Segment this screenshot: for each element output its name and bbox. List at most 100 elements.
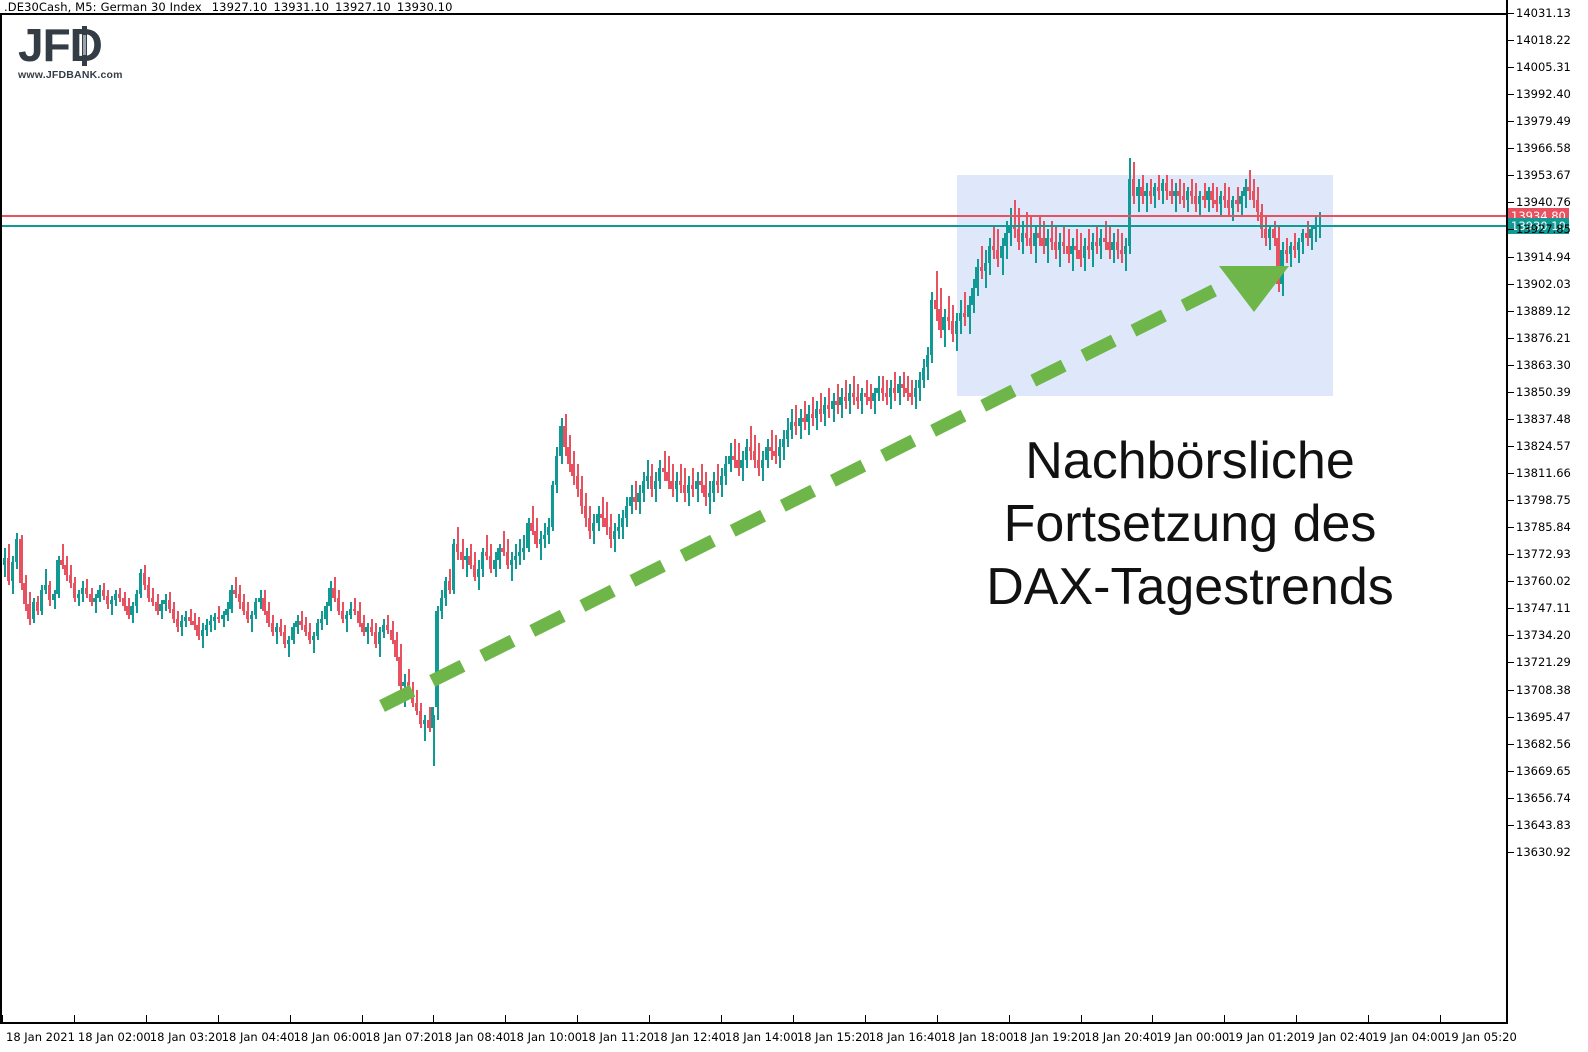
candle-body bbox=[550, 484, 554, 527]
candle-wick bbox=[692, 468, 695, 498]
candle-wick bbox=[1158, 174, 1161, 200]
price-tick-mark bbox=[1508, 824, 1514, 826]
candle-wick bbox=[1046, 229, 1049, 263]
candle-body bbox=[365, 627, 369, 632]
candle-body bbox=[616, 526, 620, 531]
candle-wick bbox=[947, 296, 950, 330]
candle-body bbox=[270, 623, 274, 632]
time-tick-mark bbox=[936, 1015, 938, 1024]
candle-body bbox=[1123, 245, 1127, 255]
candle-wick bbox=[1092, 233, 1095, 267]
candle-body bbox=[785, 430, 789, 439]
candle-body bbox=[913, 388, 917, 397]
candle-body bbox=[958, 313, 962, 322]
candle-body bbox=[888, 388, 892, 397]
candle-body bbox=[934, 300, 938, 309]
candle-body bbox=[311, 635, 315, 640]
candle-body bbox=[662, 468, 666, 473]
candle-body bbox=[530, 522, 534, 531]
candle-body bbox=[991, 245, 995, 251]
candle-body bbox=[1061, 241, 1065, 246]
time-tick-label: 18 Jan 12:40 bbox=[653, 1030, 726, 1044]
candle-body bbox=[1268, 229, 1272, 238]
candle-body bbox=[2, 558, 6, 565]
candle-body bbox=[19, 539, 23, 584]
candle-body bbox=[385, 625, 389, 630]
candle-wick bbox=[300, 610, 303, 630]
candle-body bbox=[1144, 191, 1148, 196]
candle-wick bbox=[700, 463, 703, 494]
candle-body bbox=[864, 392, 868, 397]
candle-body bbox=[1004, 233, 1008, 246]
candle-wick bbox=[803, 401, 806, 431]
candle-body bbox=[670, 480, 674, 490]
candle-body bbox=[1202, 195, 1206, 200]
candle-body bbox=[324, 606, 328, 620]
candle-body bbox=[146, 585, 150, 599]
candle-body bbox=[1024, 233, 1028, 238]
candle-wick bbox=[1187, 187, 1190, 213]
price-tick-mark bbox=[1508, 94, 1514, 96]
candle-body bbox=[1301, 233, 1305, 242]
time-tick-label: 18 Jan 06:00 bbox=[293, 1030, 367, 1044]
candle-body bbox=[151, 598, 155, 603]
candle-wick bbox=[288, 635, 291, 657]
candle-body bbox=[377, 631, 381, 645]
time-tick-label: 19 Jan 00:00 bbox=[1156, 1030, 1230, 1044]
candle-body bbox=[748, 447, 752, 452]
candle-body bbox=[208, 621, 212, 626]
candle-body bbox=[10, 562, 14, 582]
candle-wick bbox=[94, 593, 97, 613]
price-tick-label: 13669.65 bbox=[1516, 763, 1571, 778]
candle-body bbox=[315, 623, 319, 636]
candle-wick bbox=[1174, 183, 1177, 213]
candle-body bbox=[971, 287, 975, 305]
candle-wick bbox=[234, 577, 237, 599]
candle-body bbox=[1305, 233, 1309, 238]
candle-body bbox=[1272, 229, 1276, 238]
candle-body bbox=[1193, 195, 1197, 204]
candle-wick bbox=[680, 463, 683, 494]
candle-body bbox=[645, 476, 649, 481]
time-tick-label: 18 Jan 2021 bbox=[6, 1030, 75, 1044]
price-tick-mark bbox=[1508, 581, 1514, 583]
candle-body bbox=[1165, 183, 1169, 192]
candle-body bbox=[1041, 237, 1045, 246]
price-tick-mark bbox=[1508, 13, 1514, 14]
candle-wick bbox=[935, 271, 938, 322]
price-tick-mark bbox=[1508, 229, 1514, 231]
candle-wick bbox=[111, 595, 114, 615]
candle-body bbox=[258, 598, 262, 603]
price-tick-label: 13927.85 bbox=[1516, 222, 1571, 237]
candle-body bbox=[439, 598, 443, 611]
price-tick-mark bbox=[1508, 608, 1514, 610]
low-value: 13927.10 bbox=[335, 0, 391, 14]
price-tick-mark bbox=[1508, 716, 1514, 718]
price-tick-mark bbox=[1508, 310, 1514, 312]
candle-body bbox=[732, 455, 736, 460]
time-tick-mark bbox=[792, 1015, 794, 1024]
candle-wick bbox=[634, 480, 637, 511]
candle-body bbox=[963, 313, 967, 318]
time-tick-mark bbox=[1080, 1015, 1082, 1024]
candle-body bbox=[76, 593, 80, 599]
candle-body bbox=[851, 392, 855, 397]
price-tick-mark bbox=[1508, 148, 1514, 150]
candle-body bbox=[221, 614, 225, 620]
candle-wick bbox=[1290, 241, 1293, 267]
candle-body bbox=[559, 426, 563, 456]
candle-body bbox=[711, 480, 715, 494]
price-tick-label: 13682.56 bbox=[1516, 736, 1571, 751]
candle-wick bbox=[1236, 187, 1239, 213]
candle-wick bbox=[1063, 224, 1066, 255]
price-tick-mark bbox=[1508, 770, 1514, 772]
candle-body bbox=[64, 564, 68, 575]
price-tick-label: 13798.75 bbox=[1516, 493, 1571, 508]
candle-body bbox=[480, 551, 484, 569]
candle-body bbox=[1160, 183, 1164, 192]
time-tick-label: 18 Jan 18:00 bbox=[940, 1030, 1014, 1044]
candle-wick bbox=[993, 224, 996, 259]
candle-body bbox=[703, 484, 707, 498]
candle-body bbox=[1082, 245, 1086, 259]
candle-body bbox=[975, 266, 979, 288]
